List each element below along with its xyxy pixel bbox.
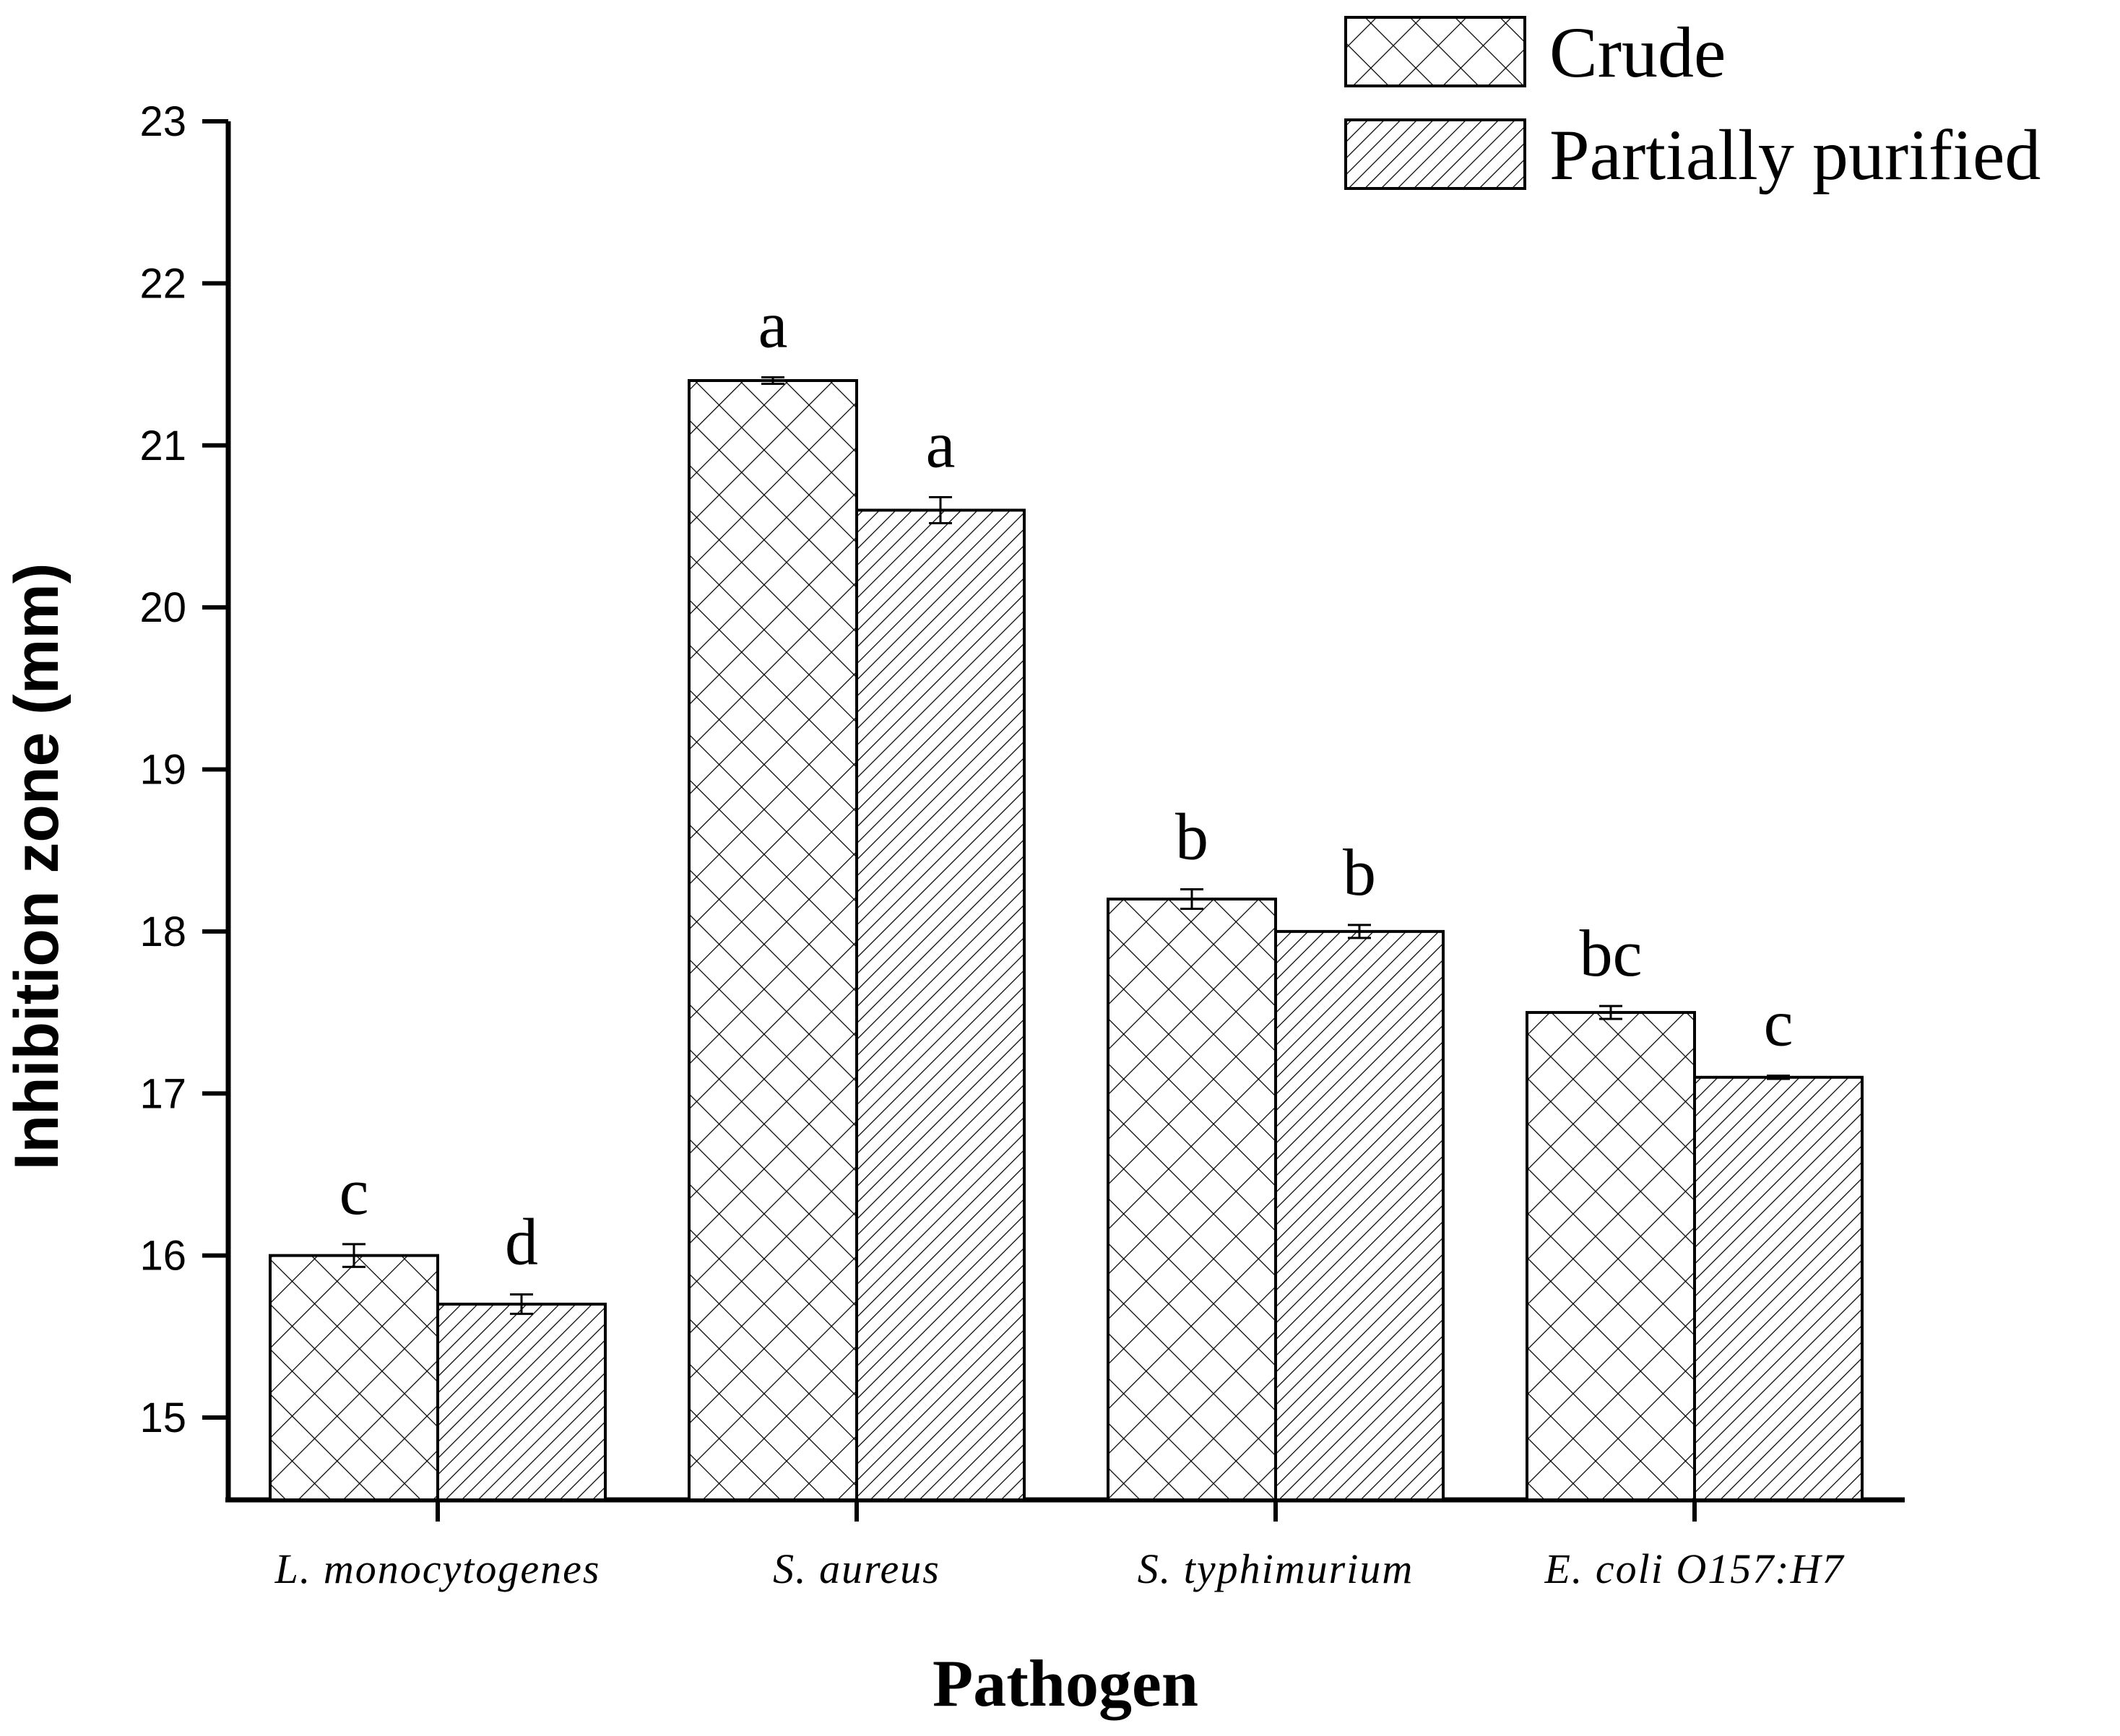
error-bar-crude-e-coli-o157-h7 — [1599, 1004, 1622, 1020]
error-bar-partially-purified-l-monocytogenes — [510, 1293, 533, 1315]
y-ticks: 15 16 17 18 19 20 21 22 23 — [139, 98, 228, 1441]
legend-swatch-crude — [1344, 16, 1526, 87]
y-axis-title: Inhibition zone (mm) — [2, 563, 72, 1171]
bar-crude-l-monocytogenes — [269, 1254, 439, 1501]
error-bar-crude-s-aureus — [761, 376, 784, 385]
y-tick-label-17: 17 — [139, 1070, 186, 1117]
sig-label-crude-s-typhimurium: b — [1175, 800, 1208, 874]
y-tick-label-23: 23 — [139, 98, 186, 145]
y-tick-label-15: 15 — [139, 1394, 186, 1441]
x-tick-label-s-aureus: S. aureus — [773, 1545, 940, 1592]
sig-label-partially-purified-e-coli-o157-h7: c — [1764, 986, 1794, 1060]
sig-label-partially-purified-s-typhimurium: b — [1343, 836, 1376, 909]
sig-label-partially-purified-l-monocytogenes: d — [505, 1205, 538, 1278]
bar-partially-purified-s-typhimurium — [1274, 929, 1445, 1501]
y-tick-label-19: 19 — [139, 747, 186, 794]
sig-label-partially-purified-s-aureus: a — [926, 408, 956, 482]
legend-label-partially-purified: Partially purified — [1549, 115, 2041, 195]
error-bar-crude-s-typhimurium — [1180, 888, 1203, 910]
y-tick-label-20: 20 — [139, 584, 186, 631]
x-ticks: L. monocytogenes S. aureus S. typhimurium E… — [274, 1500, 1845, 1592]
sig-label-crude-e-coli-o157-h7: bc — [1580, 916, 1643, 990]
bars: c d a a b b bc c — [269, 288, 1864, 1501]
error-bar-partially-purified-s-typhimurium — [1348, 924, 1371, 939]
y-tick-label-18: 18 — [139, 908, 186, 955]
error-bar-partially-purified-e-coli-o157-h7 — [1767, 1075, 1790, 1080]
bar-crude-e-coli-o157-h7 — [1526, 1011, 1696, 1501]
y-tick-label-16: 16 — [139, 1233, 186, 1280]
x-axis-title: Pathogen — [933, 1646, 1198, 1720]
error-bar-crude-l-monocytogenes — [342, 1243, 365, 1268]
y-tick-label-22: 22 — [139, 260, 186, 307]
sig-label-crude-s-aureus: a — [758, 288, 788, 362]
legend-swatch-partially-purified — [1344, 118, 1526, 190]
x-tick-label-e-coli-o157-h7: E. coli O157:H7 — [1544, 1545, 1845, 1592]
bar-partially-purified-s-aureus — [855, 508, 1026, 1501]
y-tick-label-21: 21 — [139, 422, 186, 469]
bar-crude-s-aureus — [688, 379, 858, 1501]
legend: Crude Partially purified — [1344, 12, 2041, 195]
sig-label-crude-l-monocytogenes: c — [339, 1155, 369, 1228]
legend-label-crude: Crude — [1549, 12, 1726, 92]
bar-crude-s-typhimurium — [1107, 898, 1277, 1501]
bar-partially-purified-l-monocytogenes — [436, 1302, 607, 1501]
bar-partially-purified-e-coli-o157-h7 — [1693, 1075, 1864, 1501]
x-tick-label-s-typhimurium: S. typhimurium — [1138, 1545, 1414, 1592]
x-tick-label-l-monocytogenes: L. monocytogenes — [274, 1545, 601, 1592]
error-bar-partially-purified-s-aureus — [929, 496, 952, 524]
